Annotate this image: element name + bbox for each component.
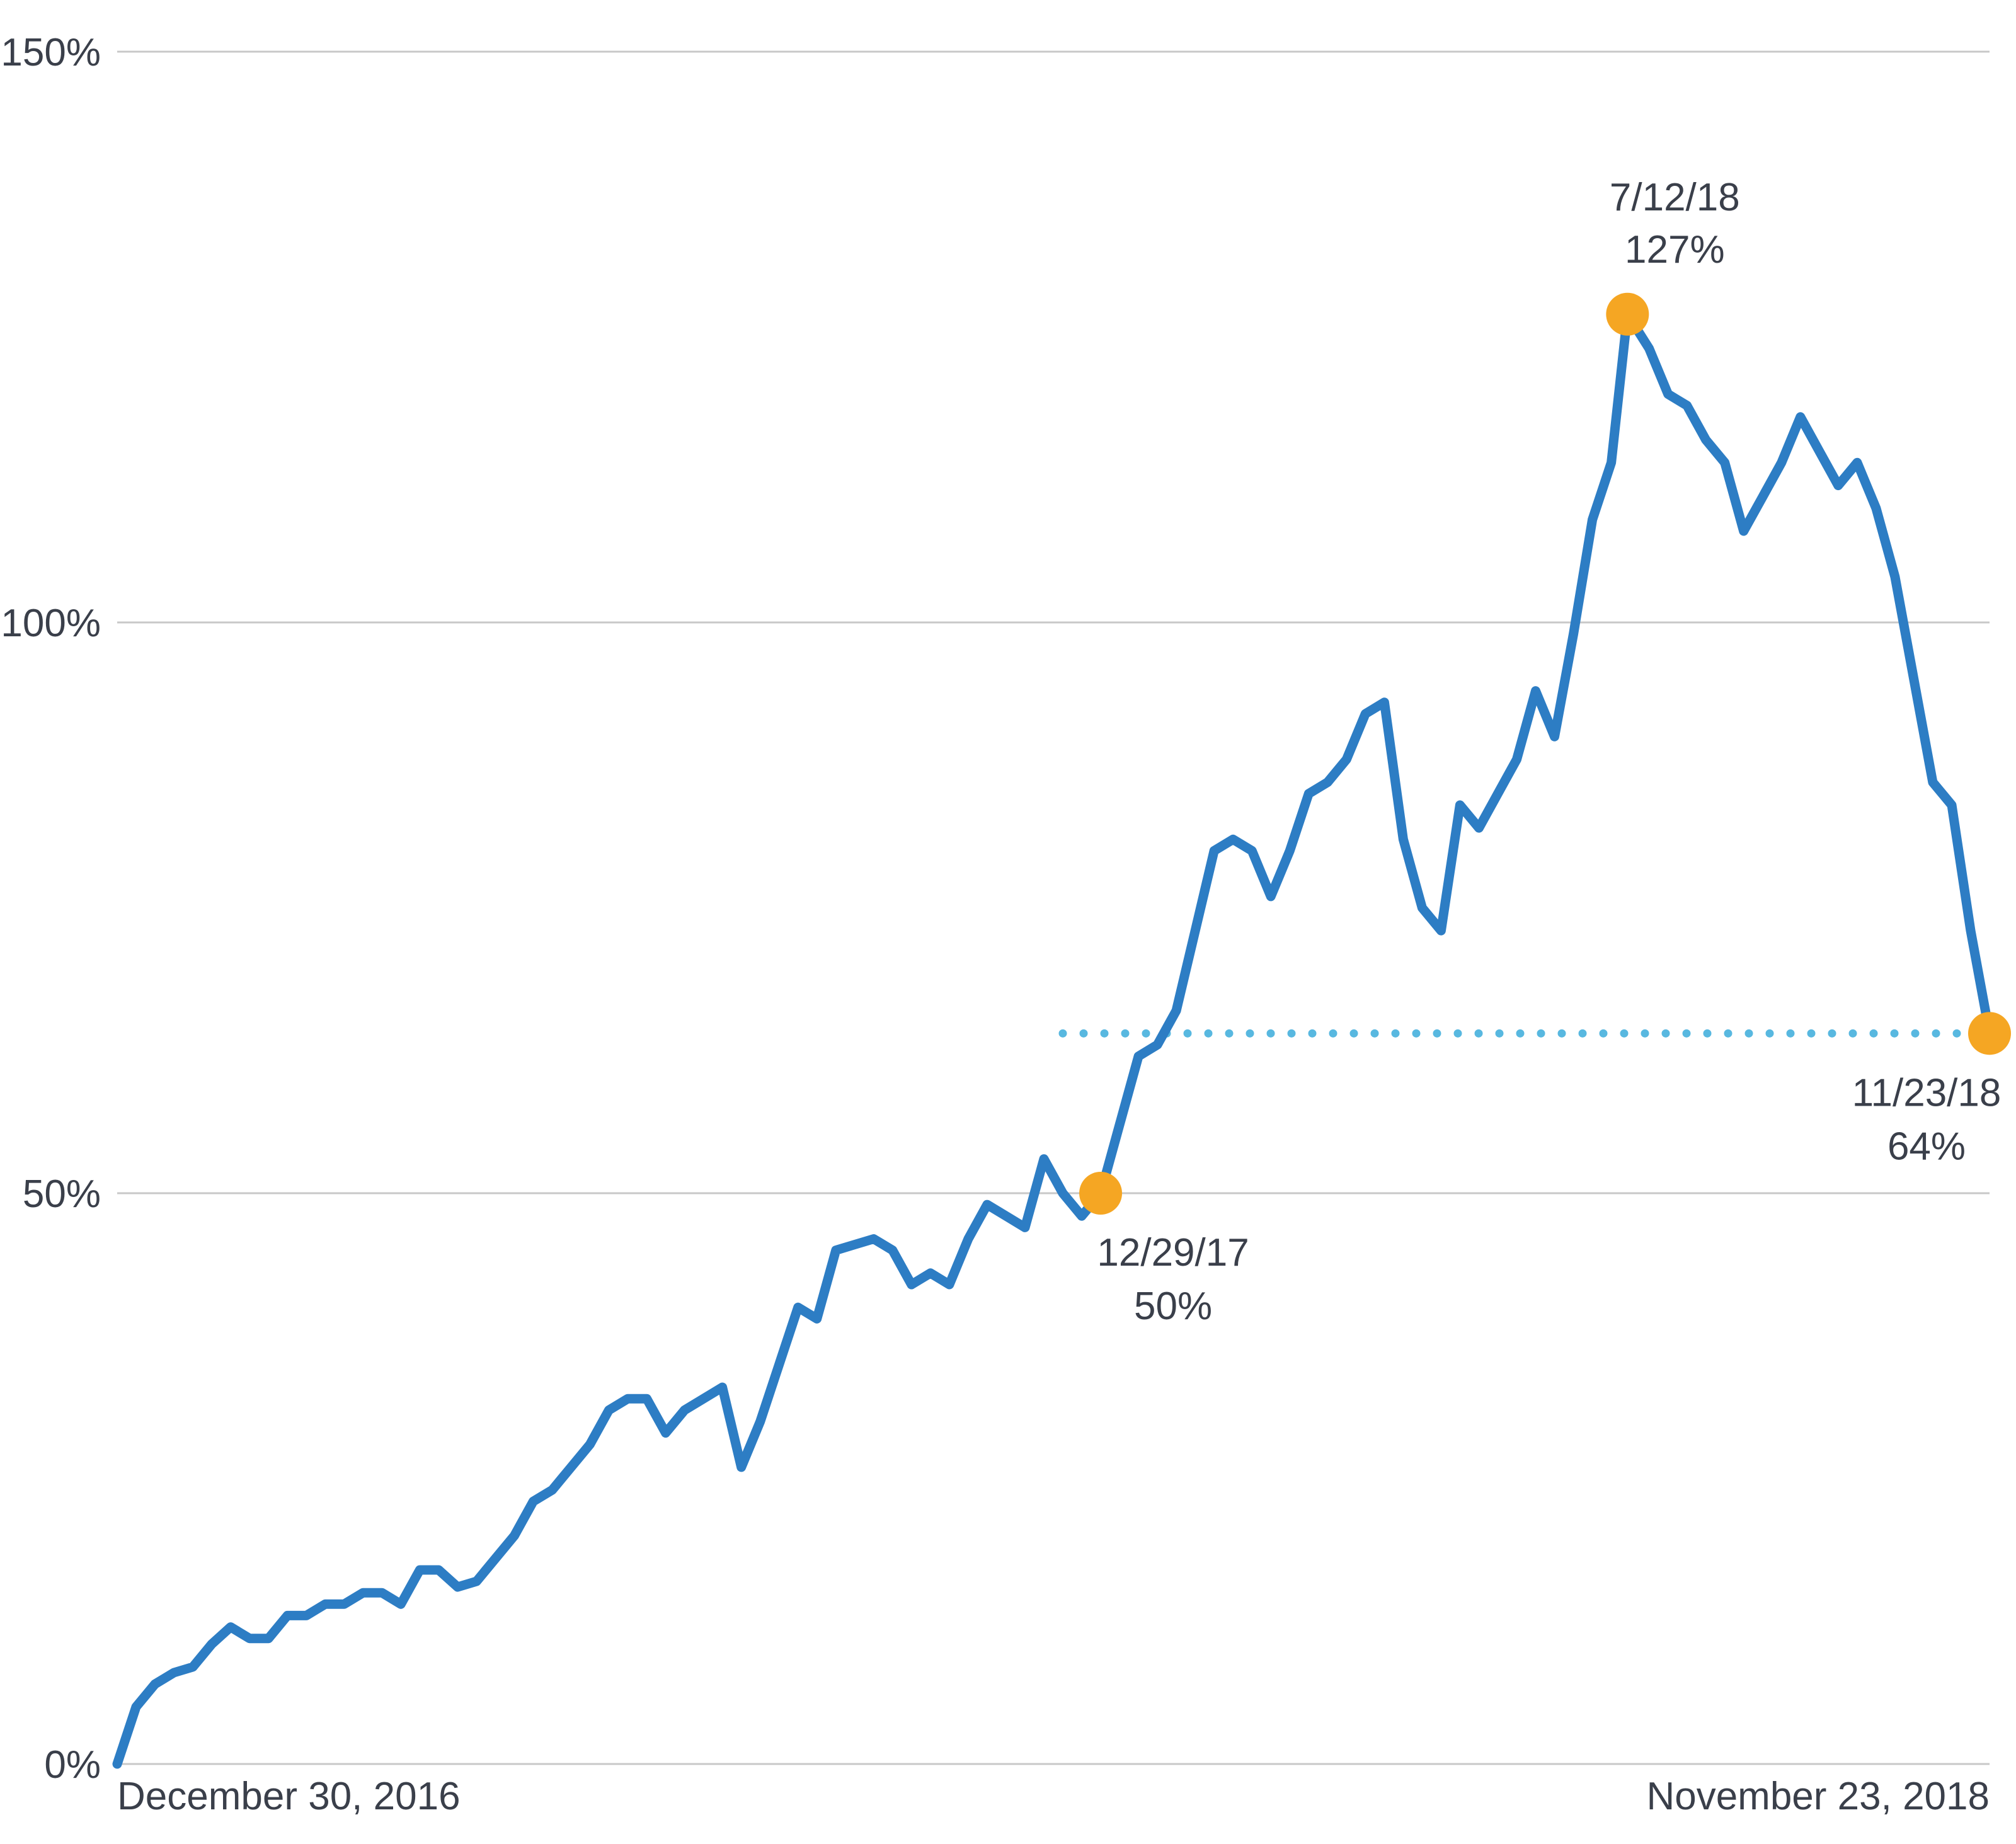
- annotation-value: 64%: [1887, 1125, 1966, 1168]
- x-axis-labels: December 30, 2016 November 23, 2018: [117, 1775, 1990, 1818]
- series-group: [112, 309, 1995, 1769]
- y-tick-label: 100%: [1, 602, 101, 645]
- annotation-value: 50%: [1134, 1285, 1212, 1328]
- annotation-value: 127%: [1625, 228, 1725, 272]
- y-tick-labels: 0% 50% 100% 150%: [1, 31, 101, 1787]
- annotation-date: 7/12/18: [1610, 176, 1740, 219]
- annotation-marker: [1079, 1172, 1123, 1215]
- annotation-marker: [1606, 292, 1649, 336]
- y-tick-label: 50%: [23, 1172, 101, 1216]
- x-start-label: December 30, 2016: [117, 1775, 461, 1818]
- annotation-markers: [1079, 292, 2011, 1215]
- annotation-date: 11/23/18: [1852, 1071, 2002, 1114]
- series-line: [112, 309, 1995, 1769]
- gridlines: [117, 50, 1990, 1765]
- annotation-labels: 12/29/17 50% 7/12/18 127% 11/23/18 64%: [1097, 176, 2001, 1328]
- x-end-label: November 23, 2018: [1646, 1775, 1990, 1818]
- y-tick-label: 0%: [44, 1743, 101, 1787]
- annotation-marker: [1968, 1012, 2011, 1055]
- y-tick-label: 150%: [1, 31, 101, 74]
- annotation-date: 12/29/17: [1097, 1231, 1249, 1274]
